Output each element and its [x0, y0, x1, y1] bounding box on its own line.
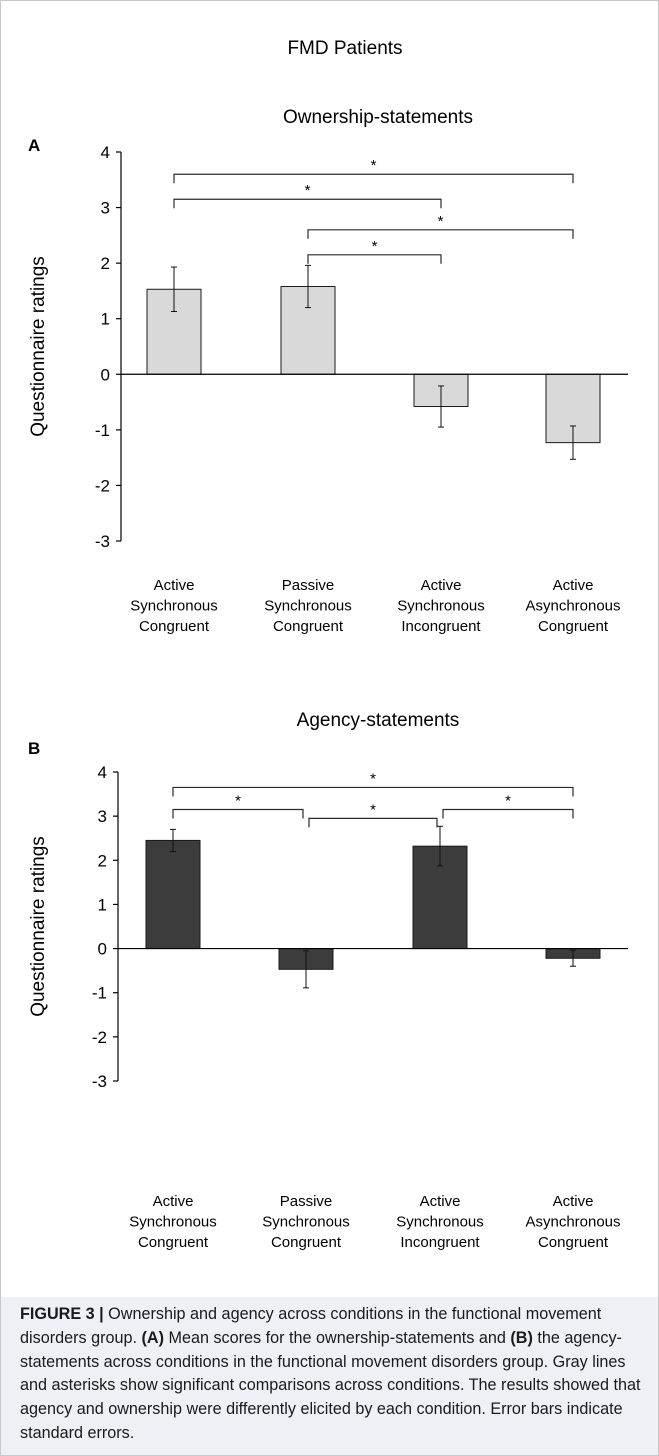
y-tick-label: 1: [98, 895, 107, 914]
panel-a-letter: A: [28, 136, 40, 155]
significance-asterisk: *: [370, 770, 376, 787]
x-category-label: Congruent: [271, 1234, 342, 1251]
x-category-label: Congruent: [138, 1234, 209, 1251]
x-category-label: Congruent: [538, 1234, 609, 1251]
figure-caption: FIGURE 3 | Ownership and agency across c…: [20, 1303, 645, 1446]
y-tick-label: 4: [98, 763, 107, 782]
x-category-label: Asynchronous: [525, 1214, 620, 1231]
caption-text-1: Ownership and agency across conditions i…: [20, 1305, 602, 1347]
significance-bracket: [308, 817, 438, 828]
x-category-label: Asynchronous: [525, 598, 620, 615]
panel-b-title: Agency-statements: [297, 710, 460, 731]
y-tick-label: 2: [101, 254, 110, 273]
figure-title: FMD Patients: [287, 38, 402, 59]
caption-panel-b: (B): [510, 1328, 533, 1347]
caption-background: [1, 1297, 658, 1455]
y-tick-label: 3: [98, 807, 107, 826]
y-tick-label: -1: [95, 421, 110, 440]
x-category-label: Synchronous: [130, 598, 218, 615]
x-category-label: Active: [154, 577, 195, 594]
y-tick-label: -3: [92, 1072, 107, 1091]
caption-text-2: Mean scores for the ownership-statements…: [163, 1328, 511, 1347]
significance-bracket: [173, 198, 442, 209]
x-category-label: Synchronous: [262, 1214, 350, 1231]
panel-a-y-axis-label: Questionnaire ratings: [28, 256, 49, 437]
y-tick-label: -3: [95, 532, 110, 551]
panel-b-letter: B: [28, 739, 40, 758]
x-category-label: Active: [553, 1193, 594, 1210]
y-tick-label: 0: [101, 365, 110, 384]
significance-asterisk: *: [305, 182, 311, 199]
significance-bracket: [173, 173, 574, 184]
x-category-label: Active: [421, 577, 462, 594]
y-tick-label: 1: [101, 310, 110, 329]
x-category-label: Synchronous: [397, 598, 485, 615]
significance-bracket: [307, 254, 442, 264]
caption-label: FIGURE 3 |: [20, 1305, 104, 1323]
x-category-label: Congruent: [538, 618, 609, 635]
caption-panel-a: (A): [141, 1328, 164, 1347]
caption-text-3: the agency-statements across conditions …: [20, 1328, 641, 1442]
y-tick-label: -2: [92, 1028, 107, 1047]
x-category-label: Incongruent: [400, 1234, 480, 1251]
x-category-label: Active: [553, 577, 594, 594]
significance-asterisk: *: [505, 793, 511, 810]
y-tick-label: 3: [101, 199, 110, 218]
y-tick-label: -1: [92, 984, 107, 1003]
x-category-label: Congruent: [139, 618, 210, 635]
panel-b-chart: B Agency-statements Questionnaire ratings 4…: [28, 710, 628, 1251]
x-category-label: Synchronous: [396, 1214, 484, 1231]
significance-bracket: [172, 808, 304, 819]
y-tick-label: -2: [95, 476, 110, 495]
significance-asterisk: *: [372, 238, 378, 255]
significance-asterisk: *: [371, 157, 377, 174]
bar: [145, 839, 201, 950]
significance-bracket: [442, 808, 574, 819]
panel-b-y-axis-label: Questionnaire ratings: [28, 836, 49, 1017]
x-category-label: Active: [153, 1193, 194, 1210]
x-category-label: Incongruent: [401, 618, 481, 635]
significance-asterisk: *: [370, 801, 376, 818]
x-category-label: Passive: [282, 577, 335, 594]
x-category-label: Synchronous: [129, 1214, 217, 1231]
x-category-label: Active: [420, 1193, 461, 1210]
panel-a-chart: A Ownership-statements Questionnaire ratin…: [28, 107, 628, 635]
panel-a-title: Ownership-statements: [283, 107, 473, 128]
x-category-label: Congruent: [273, 618, 344, 635]
x-category-label: Passive: [280, 1193, 333, 1210]
significance-asterisk: *: [235, 793, 241, 810]
significance-asterisk: *: [438, 213, 444, 230]
y-tick-label: 2: [98, 851, 107, 870]
figure-charts: FMD Patients A Ownership-statements Questi…: [28, 38, 628, 1251]
y-tick-label: 0: [98, 940, 107, 959]
significance-bracket: [307, 229, 574, 239]
y-tick-label: 4: [101, 143, 110, 162]
significance-bracket: [172, 786, 574, 797]
x-category-label: Synchronous: [264, 598, 352, 615]
